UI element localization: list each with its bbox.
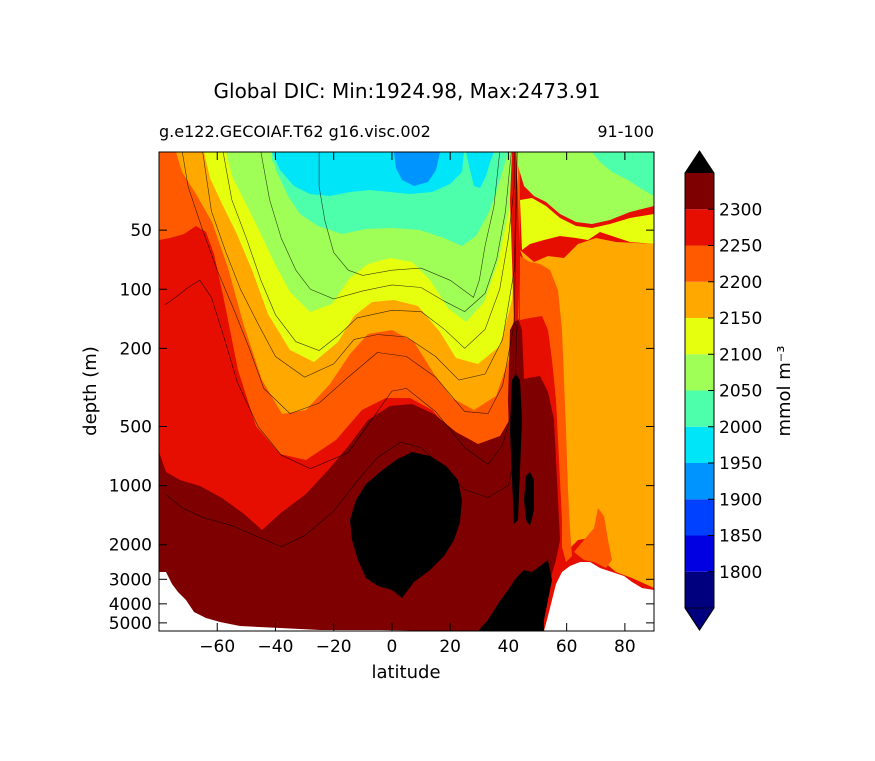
colorbar-tick-label: 2200	[719, 273, 762, 293]
colorbar-segment	[685, 245, 714, 282]
x-axis-label: latitude	[371, 662, 440, 683]
contour-line-2050	[260, 152, 512, 312]
colorbar-segment	[685, 535, 714, 572]
contour-plot-area	[159, 152, 654, 631]
x-tick-label: −60	[199, 637, 235, 657]
x-tick-label: 60	[556, 637, 578, 657]
north-2100	[520, 198, 654, 250]
y-tick-label: 500	[120, 418, 152, 438]
colorbar-segment	[685, 426, 714, 463]
colorbar-tick-label: 2250	[719, 237, 762, 257]
colorbar-segment	[685, 390, 714, 427]
colorbar-tick-label: 1850	[719, 527, 762, 547]
colorbar-tick-label: 2000	[719, 418, 762, 438]
contour-lines	[164, 152, 518, 548]
surface-blue-1900	[394, 152, 440, 186]
x-tick-label: 40	[498, 637, 520, 657]
y-tick-label: 200	[120, 339, 152, 359]
colorbar-segment	[685, 354, 714, 391]
x-tick-label: −40	[258, 637, 294, 657]
y-tick-label: 4000	[109, 595, 152, 615]
x-tick-label: 0	[387, 637, 398, 657]
colorbar-segment	[685, 281, 714, 318]
contour-line-2200	[182, 152, 518, 414]
north-surface-2000	[592, 152, 654, 196]
contour-line-2300	[164, 441, 518, 548]
colorbar-tick-label: 1800	[719, 563, 762, 583]
colorbar-tick-label: 2150	[719, 309, 762, 329]
contour-line-2100	[222, 152, 515, 351]
fill-above-2300	[159, 390, 520, 631]
north-deep-2300	[520, 376, 560, 631]
colorbar-tick-label: 1950	[719, 454, 762, 474]
chart-subtitle-right: 91-100	[597, 122, 654, 141]
colorbar-segment	[685, 173, 714, 210]
colorbar-segment	[685, 571, 714, 608]
colorbar-tick-label: 2100	[719, 345, 762, 365]
colorbar: 1800 1850 1900 1950 2000 2050 2100 2150 2200 2250…	[684, 150, 762, 631]
colorbar-label: mmol m⁻³	[774, 345, 795, 436]
y-tick-label: 100	[120, 280, 152, 300]
colorbar-tick-label: 2050	[719, 382, 762, 402]
contour-line-2250	[164, 279, 518, 470]
colorbar-segment	[685, 209, 714, 246]
colorbar-segment	[685, 318, 714, 355]
x-tick-label: 20	[439, 637, 461, 657]
y-tick-label: 2000	[109, 536, 152, 556]
x-tick-label: 80	[614, 637, 636, 657]
y-tick-label: 5000	[109, 614, 152, 634]
chart-subtitle-left: g.e122.GECOIAF.T62 g16.visc.002	[159, 122, 431, 141]
colorbar-extend-under	[684, 607, 715, 631]
narrow-column-black-2	[524, 472, 534, 526]
y-axis-label: depth (m)	[80, 346, 101, 436]
north-nordic-2200	[574, 508, 612, 568]
contour-line-2150	[202, 152, 518, 381]
y-tick-label: 50	[130, 221, 152, 241]
black-right-bottom	[478, 560, 552, 631]
colorbar-extend-over	[685, 151, 714, 173]
surface-teal-patch	[466, 152, 494, 188]
plot-frame	[158, 151, 655, 632]
x-axis: −60 −40 −20 0 20 40 60 80	[199, 152, 636, 657]
colorbar-tick-label: 2300	[719, 200, 762, 220]
x-tick-label: −20	[316, 637, 352, 657]
chart-title: Global DIC: Min:1924.98, Max:2473.91	[214, 79, 601, 103]
contour-line-2000	[318, 152, 500, 298]
y-tick-label: 3000	[109, 570, 152, 590]
northern-sector	[508, 152, 654, 631]
colorbar-segment	[685, 463, 714, 500]
black-maximum-region	[350, 452, 462, 598]
colorbar-outline	[684, 150, 715, 631]
bathymetry-mask	[159, 572, 478, 631]
colorbar-segment	[685, 499, 714, 536]
bathymetry-mask-north	[544, 562, 654, 631]
y-tick-label: 1000	[109, 477, 152, 497]
surface-green-overlay	[272, 152, 508, 240]
colorbar-tick-label: 1900	[719, 490, 762, 510]
